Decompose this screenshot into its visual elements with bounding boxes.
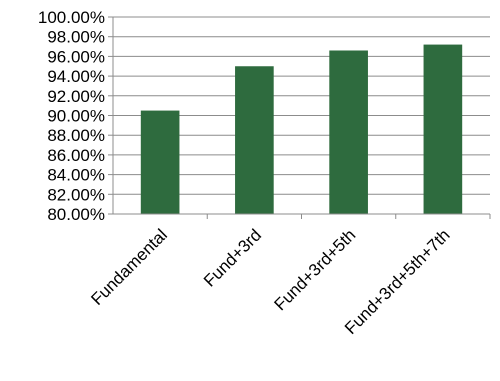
bar-fund-3rd-5th-7th <box>423 44 463 214</box>
y-tick-label: 98.00% <box>47 28 105 47</box>
y-tick-label: 96.00% <box>47 47 105 66</box>
x-category-label: Fund+3rd+5th+7th <box>341 225 454 338</box>
x-category-labels: Fundamental Fund+3rd Fund+3rd+5thFund+3rd+… <box>87 225 453 338</box>
y-tick-label: 90.00% <box>47 107 105 126</box>
y-tick-label: 100.00% <box>38 8 105 27</box>
x-category-label: Fundamental <box>87 225 171 309</box>
y-tick-label: 82.00% <box>47 185 105 204</box>
y-tick-label: 86.00% <box>47 146 105 165</box>
y-tick-labels: 80.00%82.00%84.00%86.00%88.00%90.00%92.0… <box>38 8 105 224</box>
y-tick-label: 92.00% <box>47 87 105 106</box>
x-category-label: Fund+3rd+5th <box>270 225 359 314</box>
bar-fund-3rd <box>235 66 274 214</box>
y-tick-label: 80.00% <box>47 205 105 224</box>
y-tick-label: 94.00% <box>47 67 105 86</box>
bar-fund-3rd-5th <box>329 50 368 214</box>
axes <box>108 16 491 219</box>
bar-fundamental <box>140 110 180 214</box>
x-category-label: Fund+3rd <box>200 225 265 290</box>
y-tick-label: 88.00% <box>47 126 105 145</box>
bars <box>140 44 463 214</box>
y-tick-label: 84.00% <box>47 166 105 185</box>
